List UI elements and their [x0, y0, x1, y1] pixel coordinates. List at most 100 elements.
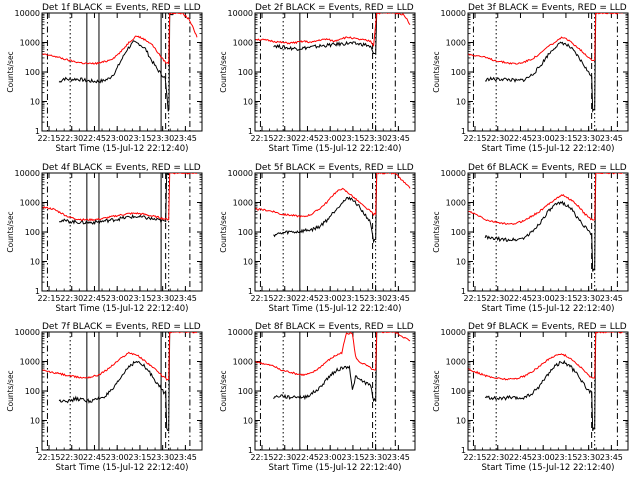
series-events — [484, 332, 597, 432]
y-tick-label: 10 — [456, 417, 466, 426]
x-tick-label: 23:45 — [387, 134, 410, 143]
y-tick-label: 1000 — [446, 199, 466, 208]
x-tick-label: 23:45 — [174, 294, 197, 303]
x-tick-label: 23:15 — [341, 134, 364, 143]
series-events — [273, 13, 380, 56]
x-tick-label: 22:30 — [60, 134, 83, 143]
y-tick-label: 1000 — [20, 199, 40, 208]
series-events — [273, 332, 378, 403]
panel-title: Det 5f BLACK = Events, RED = LLD — [255, 163, 414, 173]
series-events — [273, 173, 378, 244]
x-tick-label: 23:00 — [532, 134, 555, 143]
x-tick-label: 22:45 — [509, 453, 532, 462]
x-tick-label: 23:15 — [554, 294, 577, 303]
x-tick-label: 23:15 — [554, 134, 577, 143]
y-tick-label: 1000 — [20, 358, 40, 367]
panel-title: Det 7f BLACK = Events, RED = LLD — [42, 322, 201, 332]
x-tick-label: 22:15 — [37, 294, 60, 303]
y-tick-label: 10 — [243, 258, 253, 267]
plot-frame — [254, 331, 416, 451]
x-axis-label: Start Time (15-Jul-12 22:12:40) — [56, 304, 189, 314]
y-tick-label: 10000 — [228, 169, 253, 178]
x-tick-label: 23:15 — [128, 134, 151, 143]
x-tick-label: 23:30 — [364, 134, 387, 143]
y-tick-label: 10 — [30, 417, 40, 426]
y-tick-label: 1 — [461, 127, 466, 136]
x-tick-label: 23:15 — [128, 453, 151, 462]
panel-8f: Det 8f BLACK = Events, RED = LLD 1 10 100 10… — [219, 322, 416, 473]
panel-title: Det 6f BLACK = Events, RED = LLD — [468, 163, 627, 173]
y-tick-label: 1000 — [446, 39, 466, 48]
series-events — [58, 173, 171, 226]
y-tick-label: 100 — [238, 228, 253, 237]
x-tick-label: 23:00 — [532, 294, 555, 303]
x-axis-label: Start Time (15-Jul-12 22:12:40) — [56, 463, 189, 473]
x-tick-label: 23:45 — [600, 134, 623, 143]
y-tick-label: 1 — [461, 287, 466, 296]
series-lld — [255, 13, 411, 47]
x-tick-label: 22:45 — [296, 453, 319, 462]
x-tick-label: 23:30 — [151, 134, 174, 143]
x-tick-label: 22:30 — [273, 453, 296, 462]
x-tick-label: 23:00 — [106, 294, 129, 303]
series-lld — [42, 173, 198, 222]
y-tick-label: 10 — [30, 258, 40, 267]
x-tick-label: 22:15 — [250, 134, 273, 143]
x-axis-label: Start Time (15-Jul-12 22:12:40) — [269, 463, 402, 473]
panel-title: Det 9f BLACK = Events, RED = LLD — [468, 322, 627, 332]
x-tick-label: 23:45 — [174, 453, 197, 462]
x-tick-label: 23:30 — [364, 294, 387, 303]
x-tick-label: 23:30 — [577, 134, 600, 143]
x-tick-label: 22:30 — [486, 294, 509, 303]
x-tick-label: 23:00 — [319, 453, 342, 462]
y-tick-label: 10000 — [441, 169, 466, 178]
y-tick-label: 1 — [248, 127, 253, 136]
x-tick-label: 23:30 — [151, 294, 174, 303]
series-lld — [468, 13, 623, 65]
y-tick-label: 1 — [35, 446, 40, 455]
panel-9f: Det 9f BLACK = Events, RED = LLD 1 10 100 10… — [432, 322, 629, 473]
y-axis-label: Counts/sec — [219, 51, 228, 92]
y-tick-label: 1 — [461, 446, 466, 455]
x-tick-label: 22:15 — [250, 294, 273, 303]
y-tick-label: 10 — [243, 417, 253, 426]
x-tick-label: 23:15 — [341, 453, 364, 462]
x-tick-label: 22:30 — [273, 134, 296, 143]
y-tick-label: 10 — [456, 258, 466, 267]
x-axis-label: Start Time (15-Jul-12 22:12:40) — [482, 144, 615, 154]
x-tick-label: 22:30 — [60, 453, 83, 462]
x-tick-label: 23:00 — [319, 134, 342, 143]
y-axis-label: Counts/sec — [6, 211, 15, 252]
y-axis-label: Counts/sec — [219, 370, 228, 411]
y-tick-label: 1000 — [233, 358, 253, 367]
x-axis-label: Start Time (15-Jul-12 22:12:40) — [482, 304, 615, 314]
panel-1f: Det 1f BLACK = Events, RED = LLD 1 10 100 10… — [6, 3, 203, 154]
x-tick-label: 22:15 — [37, 453, 60, 462]
panel-title: Det 3f BLACK = Events, RED = LLD — [468, 3, 627, 13]
y-axis-label: Counts/sec — [432, 51, 441, 92]
plot-frame — [254, 12, 416, 132]
panel-2f: Det 2f BLACK = Events, RED = LLD 1 10 100 10… — [219, 3, 416, 154]
y-tick-label: 1 — [35, 127, 40, 136]
plot-frame — [467, 12, 629, 132]
y-tick-label: 1000 — [446, 358, 466, 367]
x-tick-label: 22:30 — [60, 294, 83, 303]
series-lld — [468, 332, 624, 381]
y-tick-label: 10 — [30, 98, 40, 107]
y-tick-label: 1 — [248, 446, 253, 455]
x-tick-label: 22:15 — [463, 453, 486, 462]
series-events — [58, 332, 171, 432]
plot-frame — [254, 172, 416, 292]
y-tick-label: 100 — [25, 387, 40, 396]
y-tick-label: 1000 — [20, 39, 40, 48]
plot-frame — [467, 331, 629, 451]
series-events — [484, 13, 597, 113]
x-tick-label: 22:15 — [37, 134, 60, 143]
plot-frame — [41, 331, 203, 451]
series-lld — [468, 173, 623, 226]
panel-3f: Det 3f BLACK = Events, RED = LLD 1 10 100 10… — [432, 3, 629, 154]
x-tick-label: 22:15 — [250, 453, 273, 462]
x-axis-label: Start Time (15-Jul-12 22:12:40) — [269, 304, 402, 314]
x-tick-label: 23:15 — [128, 294, 151, 303]
